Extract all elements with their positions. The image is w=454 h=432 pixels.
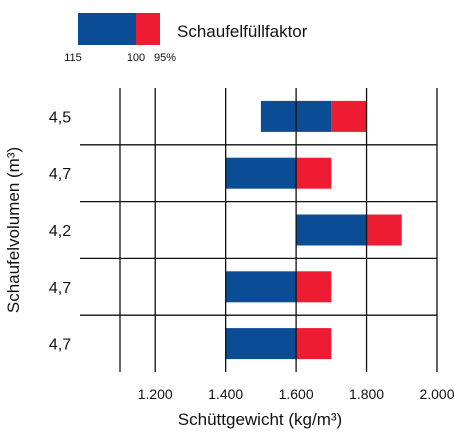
legend-swatch-115-100 xyxy=(78,13,136,45)
y-category-label-1: 4,5 xyxy=(49,109,71,126)
legend: Schaufelfüllfaktor 115 100 95% xyxy=(64,13,308,64)
x-tick-label-3: 1.600 xyxy=(279,386,314,402)
bar-row-4-115-100 xyxy=(225,271,297,303)
legend-title: Schaufelfüllfaktor xyxy=(177,22,308,41)
x-tick-label-4: 1.800 xyxy=(349,386,384,402)
bar-row-4-100-95 xyxy=(296,271,332,303)
y-axis-title: Schaufelvolumen (m³) xyxy=(4,147,23,313)
x-axis-title: Schüttgewicht (kg/m³) xyxy=(178,410,342,429)
bar-row-2-115-100 xyxy=(225,157,297,189)
y-category-label-5: 4,7 xyxy=(49,337,71,354)
x-tick-label-1: 1.200 xyxy=(138,386,173,402)
x-tick-label-5: 2.000 xyxy=(419,386,454,402)
x-tick-labels: 1.200 1.400 1.600 1.800 2.000 xyxy=(138,386,454,402)
bars xyxy=(225,100,402,360)
y-category-label-3: 4,2 xyxy=(49,223,71,240)
legend-swatch-100-95 xyxy=(136,13,160,45)
bar-row-2-100-95 xyxy=(296,157,332,189)
bar-row-3-115-100 xyxy=(296,214,367,246)
legend-tick-115: 115 xyxy=(64,52,82,64)
gridlines xyxy=(80,88,438,372)
bar-row-1-100-95 xyxy=(331,100,367,132)
bar-row-3-100-95 xyxy=(366,214,402,246)
bar-row-5-100-95 xyxy=(296,328,332,360)
y-category-label-4: 4,7 xyxy=(49,280,71,297)
x-tick-label-2: 1.400 xyxy=(208,386,243,402)
y-category-label-2: 4,7 xyxy=(49,166,71,183)
bar-row-5-115-100 xyxy=(225,328,297,360)
legend-tick-100: 100 xyxy=(127,52,145,64)
y-category-labels: 4,5 4,7 4,2 4,7 4,7 xyxy=(49,109,71,353)
legend-tick-95: 95% xyxy=(154,52,176,64)
